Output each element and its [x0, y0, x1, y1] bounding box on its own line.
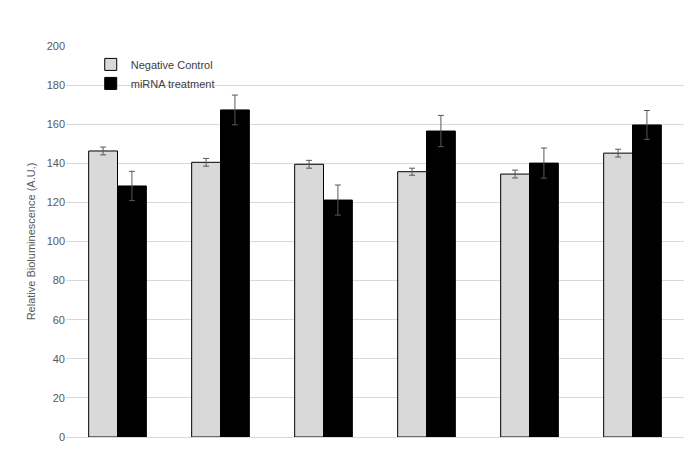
svg-text:20: 20	[53, 392, 65, 404]
svg-text:miRNA treatment: miRNA treatment	[131, 78, 215, 90]
svg-text:200: 200	[47, 40, 65, 52]
svg-text:120: 120	[47, 196, 65, 208]
svg-text:100: 100	[47, 235, 65, 247]
svg-text:160: 160	[47, 118, 65, 130]
svg-text:Negative Control: Negative Control	[131, 59, 213, 71]
svg-text:40: 40	[53, 353, 65, 365]
svg-text:140: 140	[47, 157, 65, 169]
svg-text:Relative Bioluminescence (A.U.: Relative Bioluminescence (A.U.)	[25, 163, 37, 321]
svg-text:60: 60	[53, 314, 65, 326]
svg-text:0: 0	[59, 431, 65, 443]
svg-text:180: 180	[47, 79, 65, 91]
svg-text:80: 80	[53, 274, 65, 286]
